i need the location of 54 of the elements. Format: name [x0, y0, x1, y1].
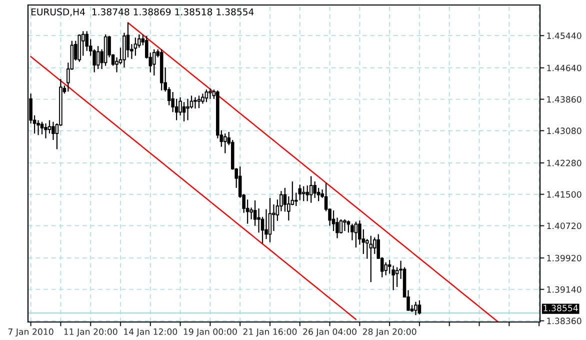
y-tick-label: 1.44640: [547, 64, 582, 72]
y-tick-label: 1.43860: [547, 96, 582, 103]
y-tick-label: 1.45440: [547, 32, 582, 40]
y-tick-label: 1.39920: [547, 254, 582, 262]
candlestick: [302, 186, 306, 202]
y-tick-label: 1.39140: [547, 286, 582, 293]
x-tick-label: 7 Jan 2010: [8, 328, 54, 337]
candlestick: [204, 89, 208, 103]
candlestick: [343, 218, 346, 232]
candlestick: [52, 121, 55, 140]
line-series: [30, 56, 357, 320]
x-tick-label: 14 Jan 12:00: [124, 328, 178, 337]
line-series: [127, 22, 499, 322]
candlestick: [81, 30, 85, 56]
x-tick-label: 11 Jan 20:00: [64, 328, 118, 337]
candlestick: [309, 176, 313, 204]
candlestick: [418, 300, 422, 315]
y-tick-label: 1.40720: [547, 222, 582, 230]
candlestick: [186, 98, 190, 121]
candlestick: [350, 223, 354, 241]
y-tick-label: 1.43080: [547, 128, 582, 134]
candlestick: [384, 262, 388, 276]
ref-line-label: 1.38554: [544, 304, 578, 312]
candlestick: [369, 235, 373, 283]
candlestick: [197, 95, 201, 109]
chart-title: EURUSD,H4 1.38748 1.38869 1.38518 1.38554: [31, 8, 254, 16]
candlestick: [48, 120, 52, 134]
x-tick-label: 19 Jan 00:00: [184, 328, 237, 337]
candlestick: [36, 120, 40, 136]
x-tick-label: 26 Jan 04:00: [303, 328, 356, 337]
candlestick: [44, 122, 48, 139]
candlestick: [152, 48, 156, 76]
candlestick: [96, 46, 100, 70]
candlestick: [264, 208, 268, 240]
candlestick: [134, 37, 138, 56]
candlestick: [194, 96, 197, 110]
candlestick: [208, 88, 212, 100]
candlestick: [354, 221, 358, 248]
candlestick: [339, 218, 343, 234]
candlestick: [182, 102, 186, 122]
x-tick-label: 28 Jan 20:00: [362, 328, 416, 337]
candlestick: [40, 121, 44, 135]
candlestick: [201, 93, 204, 104]
x-tick-label: 21 Jan 16:00: [243, 328, 297, 337]
candlestick: [313, 180, 316, 198]
candlestick: [388, 259, 392, 274]
y-tick-label: 1.41500: [547, 191, 582, 198]
y-tick-label: 1.42280: [547, 160, 582, 166]
y-tick-label: 1.38360: [547, 318, 582, 324]
candlestick: [306, 184, 309, 202]
candlestick: [268, 197, 272, 243]
candlestick: [414, 301, 418, 316]
candlestick: [272, 204, 276, 232]
candlestick: [223, 132, 227, 154]
